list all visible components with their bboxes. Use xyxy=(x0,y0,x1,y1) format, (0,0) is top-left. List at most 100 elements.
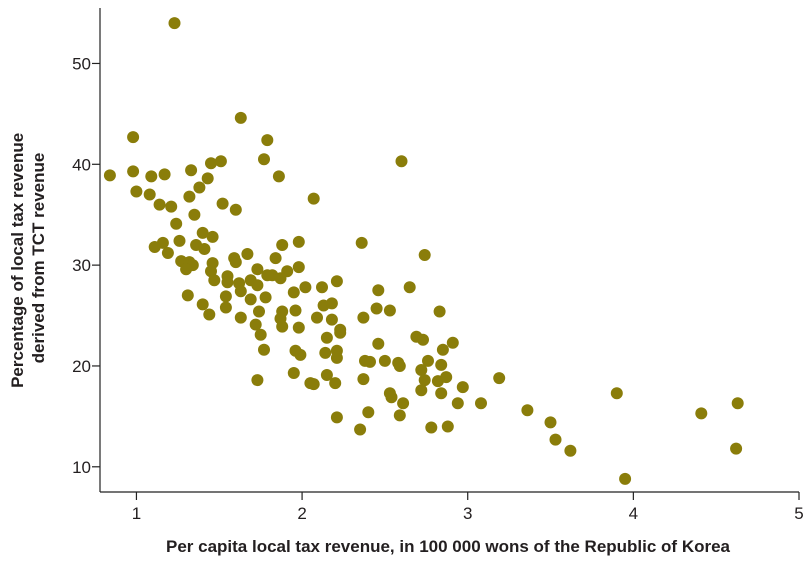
data-point xyxy=(251,374,264,387)
data-point xyxy=(261,134,274,147)
data-point xyxy=(320,331,333,344)
x-tick-label: 3 xyxy=(463,504,472,523)
data-point xyxy=(370,302,383,315)
data-point xyxy=(180,263,193,276)
data-point xyxy=(619,472,632,485)
data-point xyxy=(475,397,487,410)
data-point xyxy=(425,421,438,434)
data-point xyxy=(153,198,166,211)
data-point xyxy=(320,369,333,381)
data-point xyxy=(203,308,216,321)
data-point xyxy=(165,200,178,213)
data-point xyxy=(261,269,274,282)
data-point xyxy=(206,230,219,243)
data-point xyxy=(103,169,116,182)
data-point xyxy=(378,354,391,367)
data-point xyxy=(259,291,272,304)
data-point xyxy=(205,157,217,170)
data-point xyxy=(334,326,347,339)
data-point xyxy=(201,172,214,185)
data-point xyxy=(216,197,229,210)
data-point xyxy=(287,367,300,379)
data-point xyxy=(254,328,267,341)
y-tick-label: 10 xyxy=(72,458,91,477)
data-point xyxy=(403,281,416,294)
data-point xyxy=(244,293,257,306)
data-point xyxy=(229,256,242,269)
y-axis-title-line-2: derived from TCT revenue xyxy=(29,153,48,364)
data-point xyxy=(258,343,270,356)
data-point xyxy=(196,226,209,239)
data-point xyxy=(325,297,338,310)
data-point xyxy=(372,284,385,297)
data-point xyxy=(221,276,234,289)
data-point xyxy=(287,286,300,299)
data-point xyxy=(251,263,264,276)
data-point xyxy=(193,181,206,194)
data-point xyxy=(330,411,343,424)
data-point xyxy=(205,265,217,278)
data-point xyxy=(418,249,431,261)
data-point xyxy=(234,111,247,124)
data-point xyxy=(289,304,302,317)
data-point xyxy=(198,243,211,255)
y-axis-title: Percentage of local tax revenue derived … xyxy=(8,128,48,388)
data-point xyxy=(544,416,557,429)
y-tick-label: 50 xyxy=(72,54,91,73)
data-point xyxy=(354,423,367,436)
data-point xyxy=(330,275,343,288)
data-point xyxy=(357,373,370,386)
x-axis-title: Per capita local tax revenue, in 100 000… xyxy=(166,537,731,556)
data-point xyxy=(292,235,305,248)
data-points xyxy=(103,17,744,485)
data-point xyxy=(158,168,171,181)
data-point xyxy=(440,371,453,384)
data-point xyxy=(316,281,328,294)
data-point xyxy=(364,355,376,368)
data-point xyxy=(292,321,305,334)
data-point xyxy=(208,274,221,287)
data-point xyxy=(329,377,342,390)
data-point xyxy=(272,170,285,183)
data-point xyxy=(276,239,289,251)
data-point xyxy=(269,252,282,265)
data-point xyxy=(730,442,743,455)
data-point xyxy=(249,318,262,331)
data-point xyxy=(183,190,196,203)
data-point xyxy=(436,343,449,356)
data-point xyxy=(148,241,161,253)
data-point xyxy=(564,444,577,457)
data-point xyxy=(299,281,312,294)
data-point xyxy=(610,387,623,400)
data-point xyxy=(130,185,143,198)
y-tick-label: 20 xyxy=(72,357,91,376)
data-point xyxy=(451,397,464,410)
data-point xyxy=(319,346,332,359)
data-point xyxy=(311,311,323,324)
data-point xyxy=(229,203,242,216)
data-point xyxy=(214,155,227,168)
data-point xyxy=(276,320,289,333)
data-point xyxy=(456,381,469,394)
y-tick-label: 30 xyxy=(72,256,91,275)
data-point xyxy=(372,337,385,350)
data-point xyxy=(251,279,264,292)
data-point xyxy=(362,406,375,419)
data-point xyxy=(145,170,158,183)
data-point xyxy=(357,311,370,324)
data-point xyxy=(435,358,448,371)
data-point xyxy=(521,404,534,417)
data-point xyxy=(168,17,181,30)
data-point xyxy=(234,311,247,324)
data-point xyxy=(234,285,247,298)
data-point xyxy=(418,374,431,387)
data-point xyxy=(330,351,343,364)
data-point xyxy=(393,360,406,372)
data-point xyxy=(446,336,459,349)
data-point xyxy=(695,407,708,420)
data-point xyxy=(493,372,506,385)
data-point xyxy=(258,153,270,166)
data-point xyxy=(188,208,201,221)
data-point xyxy=(433,305,446,318)
